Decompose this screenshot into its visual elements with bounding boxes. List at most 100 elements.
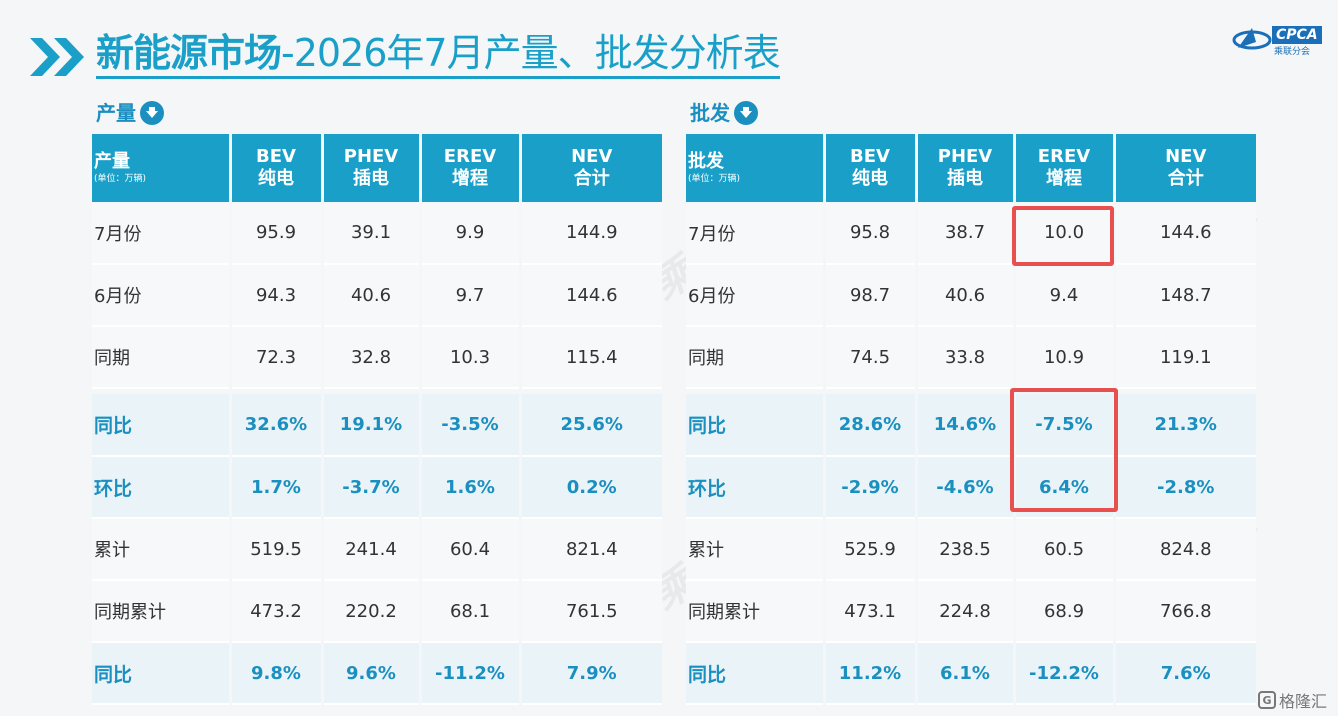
table-cell: 119.1: [1112, 326, 1256, 389]
table-row: 同期 74.5 33.8 10.9 119.1: [686, 326, 1256, 389]
table-cell: 33.8: [914, 326, 1014, 389]
table-cell: 14.6%: [914, 394, 1014, 457]
table-cell: 9.7: [418, 264, 520, 327]
table-cell: 25.6%: [518, 394, 662, 457]
table-cell: 1.7%: [228, 456, 322, 519]
table-cell: 7.6%: [1112, 642, 1256, 705]
highlight-box: [1012, 206, 1114, 266]
row-label: 6月份: [686, 264, 824, 327]
row-label: 累计: [92, 518, 230, 581]
row-label: 环比: [686, 456, 824, 519]
header-erev: EREV 增程: [418, 134, 520, 202]
table-cell: 1.6%: [418, 456, 520, 519]
table-cell: 11.2%: [822, 642, 916, 705]
row-label: 同比: [686, 394, 824, 457]
table-cell: -11.2%: [418, 642, 520, 705]
table-cell: 39.1: [320, 202, 420, 265]
table-row: 累计 525.9 238.5 60.5 824.8: [686, 518, 1256, 581]
table-row: 7月份 95.8 38.7 10.0 144.6: [686, 202, 1256, 265]
table-row: 同比 9.8% 9.6% -11.2% 7.9%: [92, 642, 662, 705]
table-row: 环比 1.7% -3.7% 1.6% 0.2%: [92, 456, 662, 519]
table-row: 6月份 94.3 40.6 9.7 144.6: [92, 264, 662, 327]
page-title: 新能源市场-2026年7月产量、批发分析表: [96, 30, 781, 79]
header-corner: 产量 (单位：万辆): [92, 134, 230, 202]
table-cell: 98.7: [822, 264, 916, 327]
table-row: 环比 -2.9% -4.6% 6.4% -2.8%: [686, 456, 1256, 519]
table-cell: 148.7: [1112, 264, 1256, 327]
wholesale-section-label: 批发: [690, 100, 758, 126]
table-cell: 38.7: [914, 202, 1014, 265]
table-row: 累计 519.5 241.4 60.4 821.4: [92, 518, 662, 581]
header-nev: NEV 合计: [518, 134, 662, 202]
table-cell: 40.6: [320, 264, 420, 327]
row-label: 同期: [92, 326, 230, 389]
row-label: 环比: [92, 456, 230, 519]
wholesale-rows: 7月份 95.8 38.7 10.0 144.6 6月份 98.7 40.6 9.4 148.7 同…: [686, 202, 1256, 705]
table-cell: 60.4: [418, 518, 520, 581]
chevron-right-icon: [30, 38, 84, 76]
header-phev: PHEV 插电: [320, 134, 420, 202]
table-row: 同期累计 473.2 220.2 68.1 761.5: [92, 580, 662, 643]
table-cell: 94.3: [228, 264, 322, 327]
row-label: 同期累计: [686, 580, 824, 643]
arrow-down-icon: [734, 101, 758, 125]
row-label: 同比: [686, 642, 824, 705]
table-cell: 95.8: [822, 202, 916, 265]
table-cell: 824.8: [1112, 518, 1256, 581]
header-bev: BEV 纯电: [228, 134, 322, 202]
table-cell: -3.5%: [418, 394, 520, 457]
production-table: 产量 (单位：万辆) BEV 纯电 PHEV 插电 EREV 增程 NEV 合计 7月份 9…: [92, 134, 662, 705]
table-cell: 525.9: [822, 518, 916, 581]
table-cell: 9.6%: [320, 642, 420, 705]
table-cell: 28.6%: [822, 394, 916, 457]
table-cell: 144.9: [518, 202, 662, 265]
arrow-down-icon: [140, 101, 164, 125]
row-label: 7月份: [92, 202, 230, 265]
table-cell: -2.9%: [822, 456, 916, 519]
table-cell: 144.6: [1112, 202, 1256, 265]
table-cell: 9.9: [418, 202, 520, 265]
row-label: 7月份: [686, 202, 824, 265]
table-cell: 766.8: [1112, 580, 1256, 643]
table-cell: 72.3: [228, 326, 322, 389]
table-row: 同比 32.6% 19.1% -3.5% 25.6%: [92, 394, 662, 457]
table-cell: 519.5: [228, 518, 322, 581]
row-label: 同期累计: [92, 580, 230, 643]
table-row: 同期 72.3 32.8 10.3 115.4: [92, 326, 662, 389]
header-bev: BEV 纯电: [822, 134, 916, 202]
table-cell: 21.3%: [1112, 394, 1256, 457]
table-cell: -4.6%: [914, 456, 1014, 519]
table-header-row: 产量 (单位：万辆) BEV 纯电 PHEV 插电 EREV 增程 NEV 合计: [92, 134, 662, 202]
table-cell: 7.9%: [518, 642, 662, 705]
table-cell: 9.4: [1012, 264, 1114, 327]
table-cell: 32.8: [320, 326, 420, 389]
table-cell: 6.1%: [914, 642, 1014, 705]
table-row: 同比 11.2% 6.1% -12.2% 7.6%: [686, 642, 1256, 705]
production-section-label: 产量: [96, 100, 164, 126]
table-cell: 10.3: [418, 326, 520, 389]
header-phev: PHEV 插电: [914, 134, 1014, 202]
table-cell: 9.8%: [228, 642, 322, 705]
cpca-swoosh-icon: [1232, 28, 1272, 50]
table-cell: 821.4: [518, 518, 662, 581]
row-label: 累计: [686, 518, 824, 581]
table-cell: 32.6%: [228, 394, 322, 457]
production-rows: 7月份 95.9 39.1 9.9 144.9 6月份 94.3 40.6 9.7 144.6 同期…: [92, 202, 662, 705]
header-corner: 批发 (单位：万辆): [686, 134, 824, 202]
table-row: 同比 28.6% 14.6% -7.5% 21.3%: [686, 394, 1256, 457]
table-cell: 220.2: [320, 580, 420, 643]
table-cell: 241.4: [320, 518, 420, 581]
table-cell: 19.1%: [320, 394, 420, 457]
table-cell: 60.5: [1012, 518, 1114, 581]
table-cell: -7.5%: [1012, 394, 1114, 457]
cpca-logo: CPCA 乘联分会: [1232, 24, 1330, 57]
table-row: 7月份 95.9 39.1 9.9 144.9: [92, 202, 662, 265]
table-cell: 144.6: [518, 264, 662, 327]
header-nev: NEV 合计: [1112, 134, 1256, 202]
wholesale-table: 批发 (单位：万辆) BEV 纯电 PHEV 插电 EREV 增程 NEV 合计 7月份 9…: [686, 134, 1256, 705]
table-cell: 95.9: [228, 202, 322, 265]
row-label: 同比: [92, 394, 230, 457]
header-erev: EREV 增程: [1012, 134, 1114, 202]
highlight-box: [1010, 388, 1118, 512]
table-cell: 115.4: [518, 326, 662, 389]
